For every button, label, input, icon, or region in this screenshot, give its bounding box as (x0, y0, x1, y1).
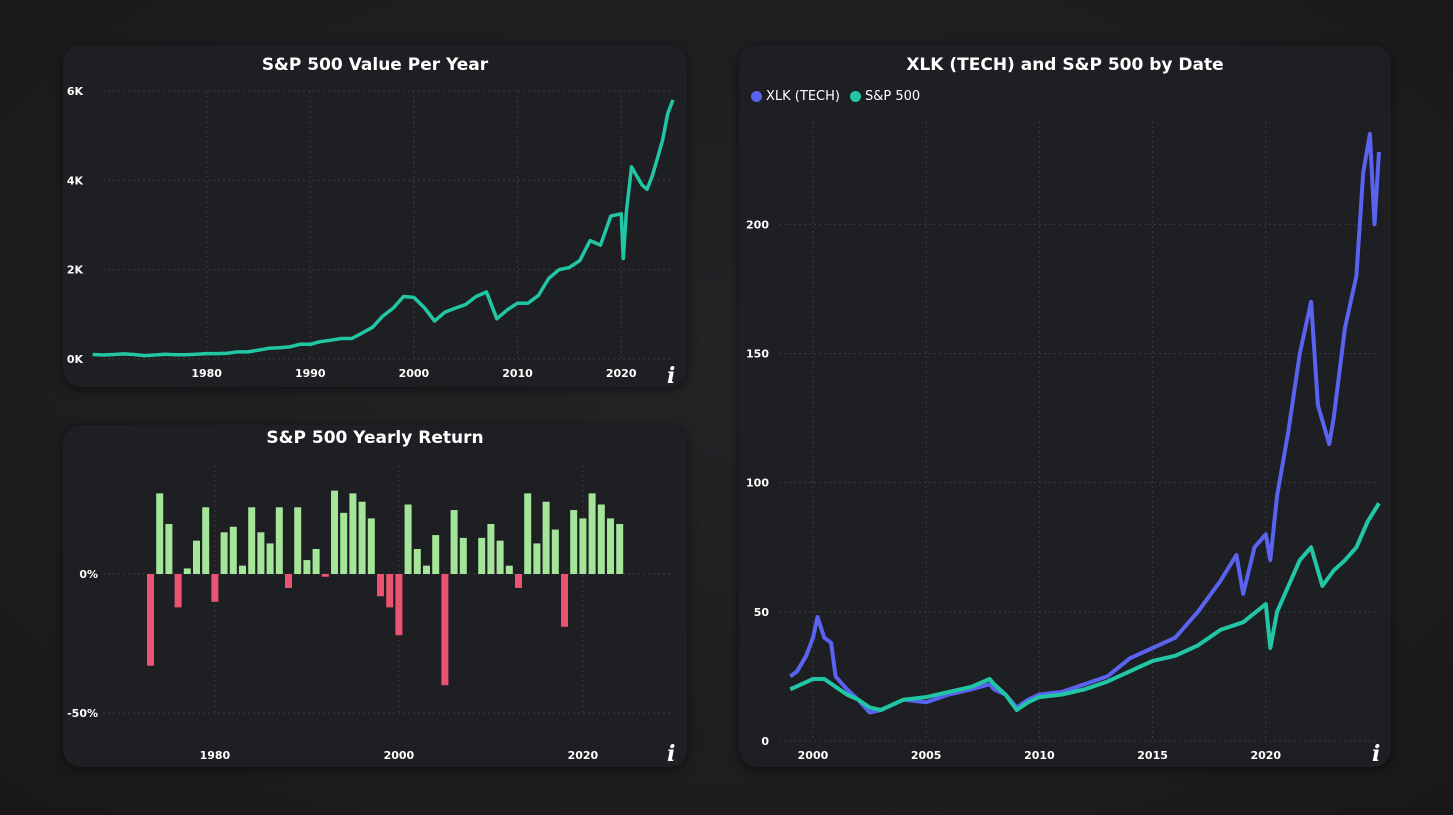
return-bar (294, 507, 302, 574)
return-bar (570, 510, 578, 574)
y-tick-label: 4K (67, 174, 84, 187)
return-bar (321, 574, 329, 577)
return-bar (616, 523, 624, 574)
return-bar (423, 565, 430, 574)
return-bar (441, 574, 449, 686)
return-bar (156, 493, 164, 574)
return-bar (404, 504, 412, 574)
return-bar (239, 565, 246, 574)
return-bar (349, 493, 357, 574)
sp500-value-chart[interactable]: 0K 2K 4K 6K 1980 1990 2000 2010 2020 (63, 45, 687, 387)
legend-label: XLK (TECH) (766, 89, 840, 104)
y-tick-label: 2K (67, 264, 84, 277)
sp500-line (789, 502, 1381, 712)
return-bar (248, 507, 256, 574)
return-bar (331, 490, 338, 574)
legend-dot-icon (849, 91, 861, 102)
return-bar (515, 574, 522, 588)
x-tick-label: 2020 (568, 749, 599, 762)
return-bar (386, 574, 394, 608)
sp500-return-chart[interactable]: 0% -50% 1980 2000 2020 (63, 425, 687, 767)
y-tick-label: 0 (761, 735, 769, 748)
return-bar (533, 543, 541, 574)
xlk-sp500-chart[interactable]: 0 50 100 150 200 2000 2005 2010 2015 2020 (739, 45, 1391, 767)
x-tick-label: 2015 (1137, 749, 1168, 762)
chart-legend: XLK (TECH) S&P 500 (751, 89, 924, 104)
return-bar (165, 523, 173, 574)
x-tick-label: 2010 (1024, 749, 1055, 762)
return-bar (413, 548, 421, 574)
card-title: S&P 500 Yearly Return (266, 428, 484, 448)
return-bar (303, 560, 311, 574)
return-bar (597, 504, 605, 574)
x-tick-label: 2000 (384, 749, 415, 762)
return-bar (174, 574, 182, 608)
return-bar (524, 493, 532, 574)
y-tick-label: 6K (67, 85, 84, 98)
x-tick-label: 2005 (911, 749, 942, 762)
xlk-line (789, 131, 1381, 715)
return-bar (275, 507, 283, 574)
sp500-value-card: S&P 500 Value Per Year 0K 2K 4K 6K 1980 1990 2… (63, 45, 687, 389)
return-bar (395, 574, 403, 636)
info-icon[interactable]: i (667, 741, 676, 767)
y-tick-label: 100 (746, 477, 769, 490)
return-bar (211, 574, 219, 602)
return-bar (367, 518, 375, 574)
y-tick-label: 200 (746, 218, 769, 231)
return-bar (312, 548, 320, 574)
return-bar (257, 532, 265, 574)
return-bar (459, 537, 467, 574)
return-bar (229, 526, 237, 574)
return-bar (340, 512, 348, 574)
return-bar (202, 507, 210, 574)
return-bar (377, 574, 384, 597)
info-icon[interactable]: i (1372, 741, 1381, 767)
x-tick-label: 2020 (606, 367, 637, 380)
return-bar (450, 510, 458, 574)
return-bar (496, 540, 504, 574)
legend-label: S&P 500 (864, 89, 921, 104)
return-bar (285, 574, 292, 588)
return-bar (478, 537, 486, 574)
info-icon[interactable]: i (667, 363, 676, 389)
return-bar (607, 518, 614, 574)
legend-item-sp500[interactable]: S&P 500 (849, 89, 921, 104)
return-bar (487, 523, 495, 574)
x-tick-label: 2000 (399, 367, 430, 380)
return-bar (505, 565, 513, 574)
y-tick-label: 0% (79, 568, 98, 581)
return-bar (579, 518, 587, 574)
return-bar (542, 501, 550, 574)
return-bar (147, 574, 154, 666)
legend-dot-icon (751, 91, 762, 102)
return-bar (183, 568, 191, 574)
y-tick-label: 50 (754, 606, 770, 619)
y-tick-label: 150 (746, 348, 769, 361)
y-tick-label: -50% (67, 707, 98, 720)
y-tick-label: 0K (67, 353, 84, 366)
xlk-sp500-card: XLK (TECH) and S&P 500 by Date XLK (TECH… (739, 45, 1391, 767)
return-bar (561, 574, 568, 627)
return-bar (358, 501, 366, 574)
x-tick-label: 1980 (200, 749, 231, 762)
return-bar (432, 535, 440, 574)
x-tick-label: 1990 (295, 367, 326, 380)
card-title: XLK (TECH) and S&P 500 by Date (906, 55, 1224, 75)
sp500-value-line (92, 99, 675, 358)
return-bar (551, 529, 559, 574)
legend-item-xlk[interactable]: XLK (TECH) (751, 89, 840, 104)
x-tick-label: 1980 (191, 367, 222, 380)
x-tick-label: 2010 (502, 367, 533, 380)
return-bar (193, 540, 200, 574)
sp500-return-card: S&P 500 Yearly Return 0% -50% 1980 2000 2020… (63, 425, 687, 767)
x-tick-label: 2020 (1250, 749, 1281, 762)
x-tick-label: 2000 (798, 749, 829, 762)
return-bar (588, 493, 596, 574)
return-bar (266, 543, 274, 574)
return-bar (220, 532, 228, 574)
card-title: S&P 500 Value Per Year (261, 55, 489, 75)
